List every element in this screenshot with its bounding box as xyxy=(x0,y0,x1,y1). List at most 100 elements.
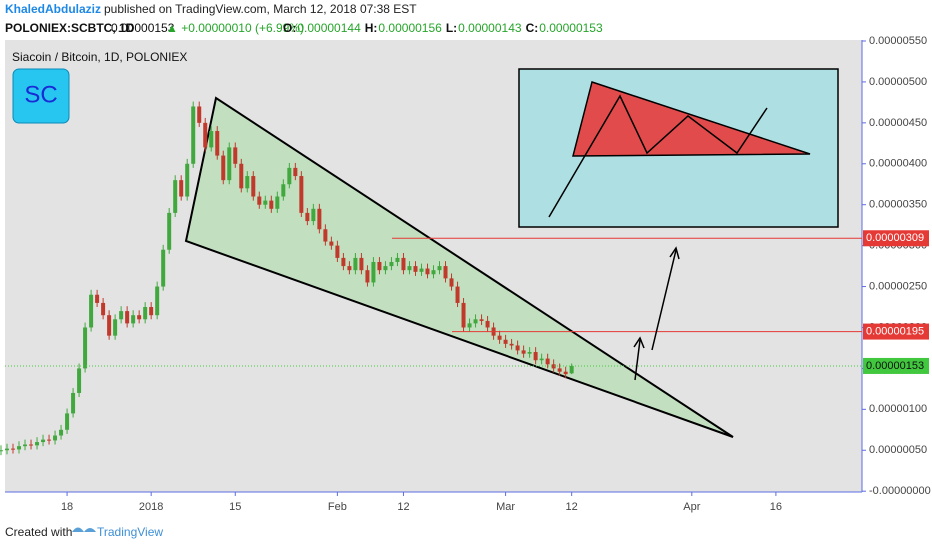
candle-body xyxy=(269,200,274,209)
x-tick-label: Apr xyxy=(683,501,700,513)
candles xyxy=(0,101,574,456)
candle-body xyxy=(59,429,64,436)
published: published on TradingView.com, March 12, … xyxy=(104,2,417,16)
candle-body xyxy=(83,327,88,369)
ohlc-value: 0.00000143 xyxy=(458,21,522,35)
candle-body xyxy=(161,249,166,287)
candle-body xyxy=(461,302,466,328)
candle-body xyxy=(551,364,556,369)
candle-body xyxy=(335,245,340,258)
candle-body xyxy=(89,294,94,328)
logo: SC xyxy=(24,81,57,108)
candle-body xyxy=(503,339,508,344)
candle-body xyxy=(143,307,148,320)
y-tick-label: 0.00000400 xyxy=(869,158,927,170)
y-tick-label: 0.00000350 xyxy=(869,199,927,211)
ohlc-value: 0.00000153 xyxy=(539,21,603,35)
candle-body xyxy=(473,319,478,324)
candle-body xyxy=(419,268,424,272)
candle-body xyxy=(413,266,418,272)
candle-body xyxy=(29,444,34,446)
candle-body xyxy=(251,176,256,197)
candle-body xyxy=(197,106,202,123)
candle-body xyxy=(557,368,562,372)
candle-body xyxy=(17,446,22,450)
candle-body xyxy=(239,163,244,189)
candle-body xyxy=(77,368,82,393)
candle-body xyxy=(209,131,214,148)
candle-body xyxy=(191,106,196,164)
ohlc-value: 0.00000156 xyxy=(378,21,442,35)
arrow-head xyxy=(669,246,680,260)
candle-body xyxy=(455,286,460,303)
candle-body xyxy=(437,266,442,271)
candle-body xyxy=(281,184,286,197)
price-label: 0.00000309 xyxy=(866,232,924,244)
x-tick-label: 2018 xyxy=(139,501,163,513)
change: ▲ +0.00000010 (+6.99%) xyxy=(166,21,304,35)
candle-body xyxy=(383,266,388,271)
price-lines: 0.00000309 0.00000195 0.00000153 xyxy=(5,230,929,374)
ohlc-value: 0.00000144 xyxy=(297,21,361,35)
candle-body xyxy=(233,147,238,164)
last-price: 0.00000153 xyxy=(111,21,175,35)
ohlc-label: C: xyxy=(526,21,539,35)
candle-body xyxy=(329,241,334,246)
candle-body xyxy=(401,257,406,271)
wedge xyxy=(184,96,734,438)
candle-body xyxy=(263,200,268,205)
candle-body xyxy=(323,229,328,242)
candle-body xyxy=(41,439,46,443)
price-label: 0.00000195 xyxy=(866,325,924,337)
candle-body xyxy=(149,307,154,316)
pattern-path xyxy=(548,94,768,218)
y-tick-label: 0.00000550 xyxy=(869,35,927,47)
candle-body xyxy=(311,208,316,222)
candle-body xyxy=(0,450,3,452)
price-label-box xyxy=(863,357,929,374)
y-tick-label: 0.00000050 xyxy=(869,444,927,456)
candle-body xyxy=(155,286,160,316)
x-tick-label: Mar xyxy=(496,501,515,513)
candle-body xyxy=(173,180,178,213)
candle-body xyxy=(443,266,448,279)
candle-body xyxy=(215,131,220,156)
brand: TradingView xyxy=(97,525,163,539)
x-tick-label: 16 xyxy=(770,501,782,513)
candle-body xyxy=(65,413,70,430)
candle-body xyxy=(515,345,520,351)
candle-body xyxy=(317,208,322,230)
candle-body xyxy=(113,319,118,336)
candle-body xyxy=(407,266,412,271)
candle-body xyxy=(497,335,502,340)
candle-body xyxy=(353,257,358,271)
price-label-box xyxy=(863,230,929,247)
candle-body xyxy=(35,442,40,446)
arrow-head xyxy=(633,336,645,349)
candle-body xyxy=(359,257,364,271)
arrow xyxy=(651,249,677,351)
candle-body xyxy=(227,147,232,181)
ohlc-label: H: xyxy=(365,21,378,35)
candle-body xyxy=(203,122,208,148)
candle-body xyxy=(509,343,514,346)
candle-body xyxy=(527,352,532,354)
x-tick-label: 15 xyxy=(229,501,241,513)
candle-body xyxy=(293,167,298,177)
candle-body xyxy=(53,435,58,441)
candle-body xyxy=(485,320,490,328)
candle-body xyxy=(563,371,568,375)
candle-body xyxy=(167,212,172,250)
y-tick-label: 0.00000100 xyxy=(869,403,927,415)
candle-body xyxy=(257,196,262,205)
candle-body xyxy=(125,311,130,324)
symbol: POLONIEX:SCBTC, 1D xyxy=(5,21,135,35)
candle-body xyxy=(137,315,142,320)
candle-body xyxy=(569,365,574,374)
candle-body xyxy=(95,294,100,303)
candle-body xyxy=(179,180,184,197)
price-label-box xyxy=(863,323,929,340)
candle-body xyxy=(365,270,370,283)
ohlc-label: O: xyxy=(283,21,296,35)
